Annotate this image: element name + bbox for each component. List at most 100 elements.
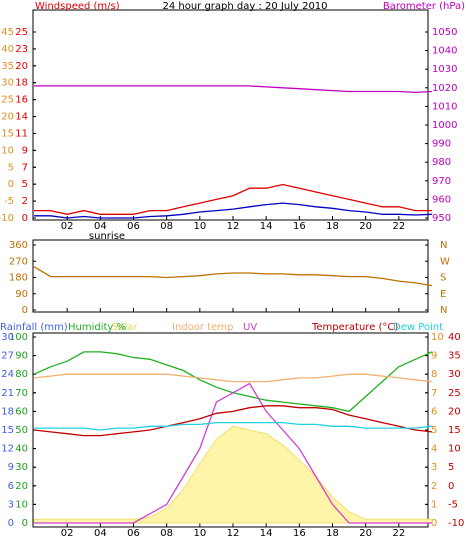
- axis-2label: Barometer (hPa): [383, 1, 465, 12]
- y2-tick-label: 950: [432, 213, 451, 224]
- x-tick-label: 14: [260, 528, 273, 539]
- y-tick-label: 90: [15, 351, 28, 362]
- x-tick-label: 10: [193, 221, 206, 232]
- y4-tick-label: 40: [448, 332, 461, 343]
- y2-tick-label: 8: [431, 369, 437, 380]
- y3-tick-label: 15: [1, 425, 14, 436]
- legend-entry: Solar: [112, 322, 138, 333]
- y4-tick-label: 10: [448, 444, 461, 455]
- y2-tick-label: 0: [431, 518, 437, 529]
- y-tick-label: 14: [15, 112, 28, 123]
- x-tick-label: 14: [260, 221, 273, 232]
- x-tick-label: 08: [160, 221, 173, 232]
- y3-tick-label: 21: [1, 388, 14, 399]
- x-tick-label: 06: [127, 221, 140, 232]
- y3-tick-label: 45: [1, 27, 14, 38]
- series-area: [33, 425, 433, 524]
- y-tick-label: 20: [15, 481, 28, 492]
- x-tick-label: 20: [359, 221, 372, 232]
- series-line: [34, 382, 432, 524]
- x-tick-label: 18: [326, 221, 339, 232]
- y3-tick-label: 35: [1, 61, 14, 72]
- y2-tick-label: 6: [431, 406, 437, 417]
- y4-tick-label: 25: [448, 388, 461, 399]
- legend-entry: Indoor temp: [172, 322, 233, 333]
- x-tick-label: 12: [227, 221, 240, 232]
- y2-tick-label: 1040: [432, 46, 457, 57]
- y-tick-label: 23: [15, 44, 28, 55]
- legend-entry: Humidity %: [68, 322, 126, 333]
- y-tick-label: 90: [15, 289, 28, 300]
- y-tick-label: 2: [22, 196, 28, 207]
- y-tick-label: 0: [22, 518, 28, 529]
- y2-tick-label: N: [440, 305, 447, 316]
- y3-tick-label: 30: [1, 78, 14, 89]
- series-line: [34, 202, 433, 219]
- y2-tick-label: 2: [431, 481, 437, 492]
- y3-tick-label: 25: [1, 95, 14, 106]
- y2-tick-label: 970: [432, 176, 451, 187]
- y4-tick-label: 20: [448, 406, 461, 417]
- y-tick-label: 18: [15, 78, 28, 89]
- y2-tick-label: 3: [431, 462, 437, 473]
- y-tick-label: 360: [9, 240, 28, 251]
- x-tick-label: 16: [293, 528, 306, 539]
- y3-tick-label: -5: [4, 196, 14, 207]
- y3-tick-label: 12: [1, 444, 14, 455]
- y-tick-label: 11: [15, 128, 28, 139]
- x-tick-label: 04: [94, 528, 107, 539]
- y4-tick-label: -10: [448, 518, 464, 529]
- x-tick-label: 02: [61, 221, 74, 232]
- plot-frame: [32, 239, 429, 313]
- y-tick-label: 10: [15, 499, 28, 510]
- y2-tick-label: E: [440, 289, 446, 300]
- y3-tick-label: 24: [1, 369, 14, 380]
- y2-tick-label: S: [440, 273, 446, 284]
- y3-tick-label: 18: [1, 406, 14, 417]
- y-tick-label: 9: [22, 145, 28, 156]
- legend-entry: UV: [243, 322, 257, 333]
- legend-entry: Dew Point: [393, 322, 443, 333]
- y-tick-label: 80: [15, 369, 28, 380]
- y2-tick-label: W: [440, 256, 450, 267]
- y-tick-label: 16: [15, 95, 28, 106]
- y-tick-label: 50: [15, 425, 28, 436]
- y3-tick-label: 0: [8, 518, 14, 529]
- x-tick-label: 02: [61, 528, 74, 539]
- y2-tick-label: 4: [431, 444, 437, 455]
- y2-tick-label: 990: [432, 139, 451, 150]
- legend-entry: Temperature (°C): [311, 322, 398, 333]
- y-tick-label: 25: [15, 27, 28, 38]
- y-tick-label: 60: [15, 406, 28, 417]
- y3-tick-label: 9: [8, 462, 14, 473]
- y-tick-label: 0: [22, 213, 28, 224]
- y2-tick-label: 980: [432, 157, 451, 168]
- x-tick-label: 10: [193, 528, 206, 539]
- y3-tick-label: 10: [1, 145, 14, 156]
- series-line: [34, 183, 432, 215]
- y-tick-label: 70: [15, 388, 28, 399]
- y4-tick-label: 30: [448, 369, 461, 380]
- axis-label: Windspeed (m/s): [35, 1, 120, 12]
- y2-tick-label: 1020: [432, 83, 457, 94]
- y4-tick-label: 5: [448, 462, 454, 473]
- y4-tick-label: 15: [448, 425, 461, 436]
- y3-tick-label: 15: [1, 128, 14, 139]
- y3-tick-label: 20: [1, 112, 14, 123]
- y3-tick-label: -10: [0, 213, 14, 224]
- y-tick-label: 40: [15, 444, 28, 455]
- x-tick-label: 04: [94, 221, 107, 232]
- y2-tick-label: 5: [431, 425, 437, 436]
- y2-tick-label: 1000: [432, 120, 457, 131]
- x-tick-label: 22: [392, 528, 405, 539]
- x-tick-label: 06: [127, 528, 140, 539]
- y-tick-label: 30: [15, 462, 28, 473]
- series-line: [34, 85, 433, 94]
- series-line: [33, 266, 433, 287]
- y3-tick-label: 27: [1, 351, 14, 362]
- y2-tick-label: 1030: [432, 64, 457, 75]
- y3-tick-label: 3: [8, 499, 14, 510]
- y2-tick-label: N: [440, 240, 447, 251]
